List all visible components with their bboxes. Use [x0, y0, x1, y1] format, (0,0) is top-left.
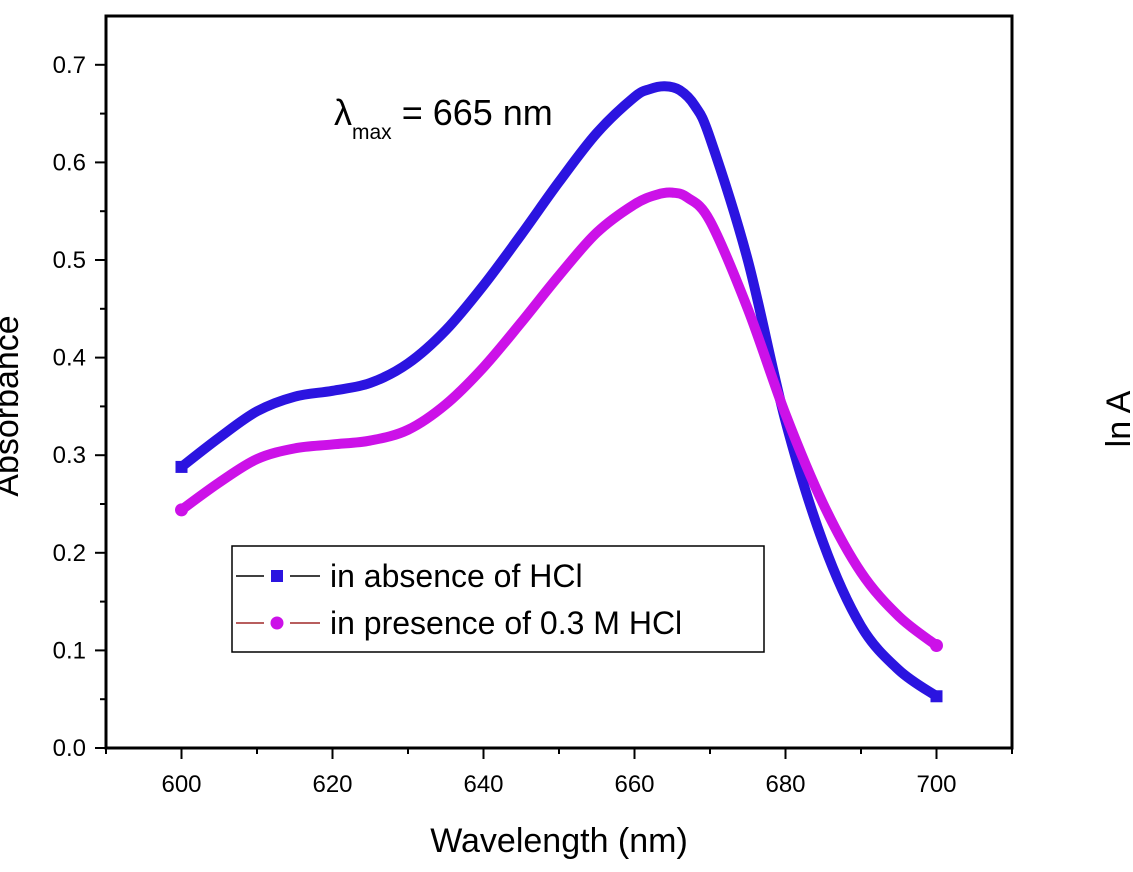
x-tick-label: 640 — [463, 771, 503, 798]
legend-marker-absence — [271, 570, 283, 582]
y-tick-label: 0.4 — [53, 345, 86, 372]
y-tick-label: 0.6 — [53, 149, 86, 176]
data-point — [930, 690, 943, 703]
legend-box — [231, 545, 765, 653]
x-axis-title: Wavelength (nm) — [430, 822, 688, 860]
data-point — [930, 639, 943, 653]
x-tick-label: 660 — [614, 771, 654, 798]
legend-label-presence: in presence of 0.3 M HCl — [330, 605, 682, 641]
legend-entry-absence: in absence of HCl — [236, 558, 583, 594]
series-layer — [175, 81, 943, 703]
y-tick-label: 0.0 — [53, 735, 86, 762]
legend-entry-presence: in presence of 0.3 M HCl — [236, 605, 682, 641]
lambda-symbol: λ — [334, 92, 352, 133]
legend-marker-presence — [270, 616, 284, 630]
series-line-presence — [178, 187, 940, 650]
y-axis-title: Absorbance — [0, 315, 26, 496]
legend-label-absence: in absence of HCl — [330, 558, 583, 594]
x-tick-label: 600 — [161, 771, 201, 798]
x-tick-label: 700 — [916, 771, 956, 798]
x-tick-label: 620 — [312, 771, 352, 798]
series-line-absence — [178, 81, 940, 701]
lambda-max-annotation: λmax = 665 nm — [334, 92, 553, 144]
axes: 600 620 640 660 680 700 0.0 0.1 0.2 0.3 0.4 0.5 0.6 0… — [53, 52, 1013, 798]
legend: in absence of HCl in presence of 0.3 M H… — [231, 545, 765, 653]
data-point — [175, 503, 188, 517]
lambda-subscript: max — [352, 121, 392, 144]
y-tick-label: 0.3 — [53, 442, 86, 469]
data-point — [175, 460, 188, 473]
y-tick-label: 0.1 — [53, 637, 86, 664]
y-tick-label: 0.2 — [53, 540, 86, 567]
y-tick-label: 0.5 — [53, 247, 86, 274]
lambda-value: = 665 nm — [392, 92, 553, 133]
x-tick-label: 680 — [765, 771, 805, 798]
right-axis-title: ln A — [1100, 390, 1133, 447]
y-tick-label: 0.7 — [53, 52, 86, 79]
